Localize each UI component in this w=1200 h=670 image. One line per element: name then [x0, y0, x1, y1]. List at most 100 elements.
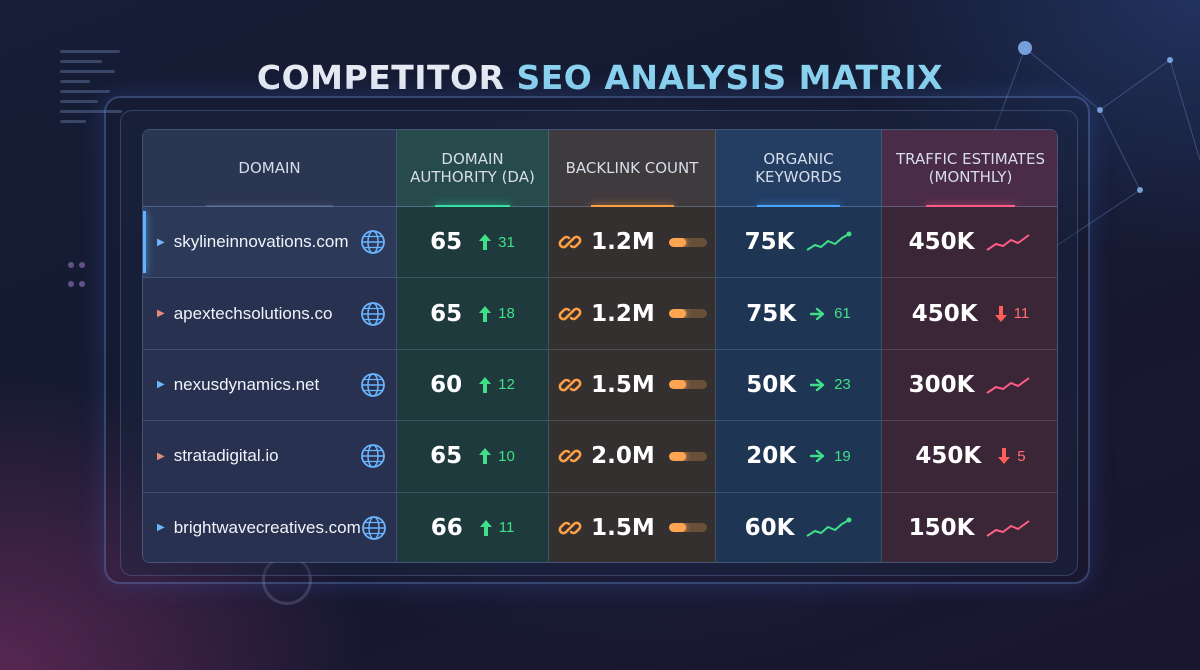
outer-frame	[104, 96, 1090, 584]
domain-cell[interactable]: ▶ stratadigital.io	[143, 421, 397, 493]
traffic-delta: 11	[1013, 305, 1030, 323]
expand-caret-icon[interactable]: ▶	[157, 236, 165, 248]
globe-icon	[361, 301, 385, 326]
arrow-down-icon	[998, 448, 1011, 465]
backlink-meter-fill	[668, 237, 686, 247]
organic-keywords-cell: 20K 19	[716, 421, 882, 493]
backlink-value: 1.5M	[591, 514, 655, 541]
traffic-cell: 150K	[882, 492, 1057, 562]
keywords-value: 75K	[744, 229, 795, 256]
traffic-cell: 450K 5	[882, 421, 1057, 493]
da-value: 66	[430, 514, 463, 541]
column-header-organic-keywords[interactable]: ORGANIC KEYWORDS	[716, 130, 882, 207]
link-icon	[558, 307, 582, 320]
domain-name: stratadigital.io	[173, 446, 279, 466]
globe-icon	[361, 373, 385, 397]
globe-icon	[361, 230, 385, 255]
backlink-cell: 2.0M	[549, 421, 716, 493]
da-delta: 12	[498, 376, 515, 394]
sparkline-up-icon	[806, 517, 852, 537]
page-title: COMPETITOR SEO ANALYSIS MATRIX	[0, 58, 1200, 97]
keywords-delta: 19	[834, 447, 851, 465]
domain-name: brightwavecreatives.com	[173, 517, 361, 537]
expand-caret-icon[interactable]: ▶	[157, 379, 165, 391]
sparkline-up-icon	[806, 231, 852, 252]
keywords-delta: 61	[834, 305, 851, 323]
backlink-meter	[668, 451, 707, 461]
organic-keywords-cell: 75K 61	[716, 278, 882, 350]
keywords-value: 50K	[746, 371, 797, 398]
arrow-up-icon	[479, 234, 492, 251]
backlink-meter-fill	[668, 380, 686, 390]
backlink-cell: 1.2M	[549, 207, 716, 279]
arrow-right-icon	[810, 378, 825, 392]
backlink-meter	[668, 237, 707, 247]
backlink-value: 2.0M	[591, 443, 655, 470]
link-icon	[558, 378, 582, 392]
backlink-meter-fill	[668, 309, 686, 319]
domain-authority-cell: 65 31	[397, 207, 549, 279]
expand-caret-icon[interactable]: ▶	[157, 450, 165, 462]
traffic-cell: 300K	[882, 349, 1057, 422]
column-header-domain-authority[interactable]: DOMAIN AUTHORITY (DA)	[397, 130, 549, 207]
title-part1: COMPETITOR	[256, 58, 517, 97]
sparkline-up-icon	[986, 377, 1031, 394]
column-header-backlink-count[interactable]: BACKLINK COUNT	[549, 130, 716, 207]
domain-authority-cell: 65 18	[397, 278, 549, 350]
backlink-value: 1.2M	[591, 229, 655, 256]
domain-cell[interactable]: ▶ apextechsolutions.co	[143, 278, 397, 350]
column-header-traffic-estimates[interactable]: TRAFFIC ESTIMATES (MONTHLY)	[882, 130, 1057, 207]
traffic-value: 150K	[908, 514, 975, 541]
traffic-value: 450K	[915, 443, 982, 470]
arrow-up-icon	[479, 376, 492, 393]
traffic-value: 450K	[911, 300, 978, 327]
da-value: 65	[430, 443, 463, 470]
backlink-meter-fill	[668, 523, 686, 533]
traffic-value: 300K	[908, 371, 975, 398]
backlink-meter	[668, 309, 707, 319]
arrow-up-icon	[479, 305, 492, 322]
link-icon	[558, 521, 582, 535]
keywords-value: 60K	[744, 514, 795, 541]
arrow-right-icon	[810, 450, 825, 463]
da-delta: 18	[498, 305, 515, 323]
arrow-up-icon	[479, 448, 492, 465]
arrow-right-icon	[810, 307, 825, 320]
backlink-cell: 1.2M	[549, 278, 716, 350]
keywords-delta: 23	[834, 376, 851, 394]
globe-icon	[361, 444, 385, 469]
organic-keywords-cell: 75K	[716, 207, 882, 279]
traffic-value: 450K	[908, 229, 975, 256]
dots-decoration	[68, 262, 90, 300]
title-part2: SEO ANALYSIS MATRIX	[516, 58, 944, 97]
domain-name: apextechsolutions.co	[173, 303, 333, 323]
link-icon	[558, 450, 582, 463]
arrow-down-icon	[994, 305, 1007, 322]
expand-caret-icon[interactable]: ▶	[157, 522, 165, 534]
domain-cell[interactable]: ▶ brightwavecreatives.com	[143, 492, 397, 562]
da-delta: 31	[498, 233, 515, 251]
globe-icon	[361, 515, 386, 540]
traffic-delta: 5	[1017, 447, 1026, 465]
organic-keywords-cell: 60K	[716, 492, 882, 562]
seo-matrix-table: DOMAIN DOMAIN AUTHORITY (DA) BACKLINK CO…	[142, 129, 1058, 563]
column-header-domain[interactable]: DOMAIN	[143, 130, 397, 207]
sparkline-up-icon	[986, 234, 1031, 252]
expand-caret-icon[interactable]: ▶	[157, 308, 165, 320]
domain-cell[interactable]: ▶ skylineinnovations.com	[143, 207, 397, 279]
link-icon	[558, 235, 582, 249]
backlink-meter-fill	[668, 451, 686, 461]
sparkline-up-icon	[986, 519, 1031, 537]
backlink-value: 1.5M	[591, 371, 655, 398]
traffic-cell: 450K	[882, 207, 1057, 279]
backlink-cell: 1.5M	[549, 349, 716, 422]
keywords-value: 75K	[746, 300, 797, 327]
backlink-value: 1.2M	[591, 300, 655, 327]
da-value: 65	[430, 300, 463, 327]
backlink-cell: 1.5M	[549, 492, 716, 562]
da-delta: 11	[498, 519, 515, 537]
da-value: 60	[430, 371, 463, 398]
domain-cell[interactable]: ▶ nexusdynamics.net	[143, 349, 397, 422]
keywords-value: 20K	[746, 443, 797, 470]
domain-authority-cell: 60 12	[397, 349, 549, 422]
